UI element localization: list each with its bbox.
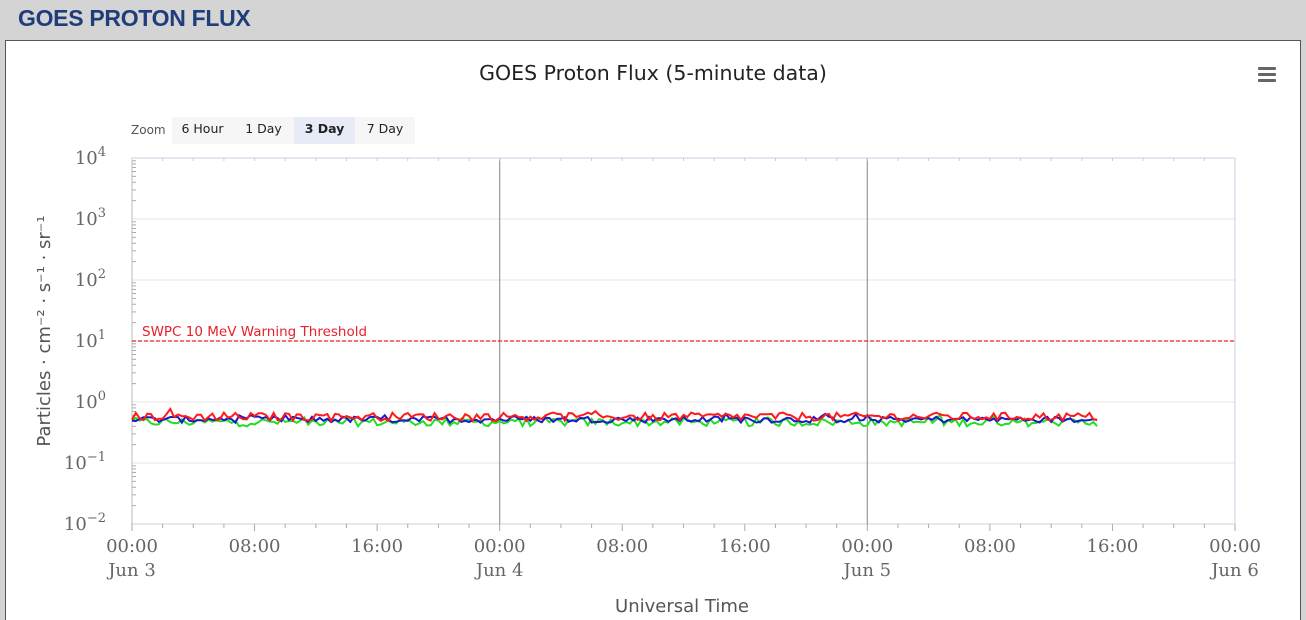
zoom-button-3-day[interactable]: 3 Day — [294, 117, 355, 144]
x-tick-time: 16:00 — [719, 536, 771, 557]
x-tick-time: 16:00 — [1087, 536, 1139, 557]
y-tick-label: 10−2 — [64, 511, 106, 535]
y-tick-exponent: 2 — [98, 267, 106, 282]
y-tick-exponent: −2 — [87, 511, 106, 526]
x-tick-time: 08:00 — [229, 536, 281, 557]
zoom-label: Zoom — [131, 123, 166, 137]
flux-series-line — [131, 406, 1098, 423]
y-tick-exponent: 1 — [98, 328, 106, 343]
y-tick-exponent: 4 — [98, 145, 106, 160]
warning-threshold-label: SWPC 10 MeV Warning Threshold — [142, 324, 367, 340]
x-tick-time: 08:00 — [596, 536, 648, 557]
y-tick-label: 102 — [75, 267, 106, 291]
chart-container: GOES Proton Flux (5-minute data) Zoom 6 … — [5, 40, 1301, 620]
panel-title: GOES PROTON FLUX — [18, 5, 251, 31]
y-tick-label: 10−1 — [64, 450, 106, 474]
hamburger-menu-icon[interactable] — [1258, 67, 1276, 83]
y-tick-base: 10 — [64, 453, 87, 474]
y-tick-base: 10 — [64, 514, 87, 535]
y-tick-label: 104 — [75, 145, 106, 169]
y-tick-exponent: 3 — [98, 206, 106, 221]
y-tick-label: 103 — [75, 206, 106, 230]
x-tick-time: 00:00 — [1209, 536, 1261, 557]
x-tick-time: 00:00 — [841, 536, 893, 557]
x-tick-time: 00:00 — [106, 536, 158, 557]
x-tick-date: Jun 5 — [842, 560, 892, 581]
y-tick-label: 100 — [75, 389, 106, 413]
y-axis-title: Particles · cm⁻² · s⁻¹ · sr⁻¹ — [34, 215, 55, 446]
y-tick-base: 10 — [75, 148, 98, 169]
x-tick-date: Jun 4 — [474, 560, 524, 581]
y-tick-exponent: −1 — [87, 450, 106, 465]
x-tick-date: Jun 3 — [106, 560, 156, 581]
x-tick-time: 00:00 — [474, 536, 526, 557]
y-tick-base: 10 — [75, 209, 98, 230]
chart-title: GOES Proton Flux (5-minute data) — [479, 61, 827, 85]
x-tick-date: Jun 6 — [1209, 560, 1259, 581]
y-tick-base: 10 — [75, 270, 98, 291]
x-axis-title: Universal Time — [615, 596, 749, 617]
zoom-button-6-hour[interactable]: 6 Hour — [172, 117, 233, 144]
y-tick-base: 10 — [75, 331, 98, 352]
x-tick-time: 16:00 — [351, 536, 403, 557]
y-tick-base: 10 — [75, 392, 98, 413]
zoom-button-1-day[interactable]: 1 Day — [233, 117, 294, 144]
x-tick-time: 08:00 — [964, 536, 1016, 557]
zoom-button-7-day[interactable]: 7 Day — [355, 117, 415, 144]
y-tick-exponent: 0 — [98, 389, 106, 404]
y-tick-label: 101 — [75, 328, 106, 352]
